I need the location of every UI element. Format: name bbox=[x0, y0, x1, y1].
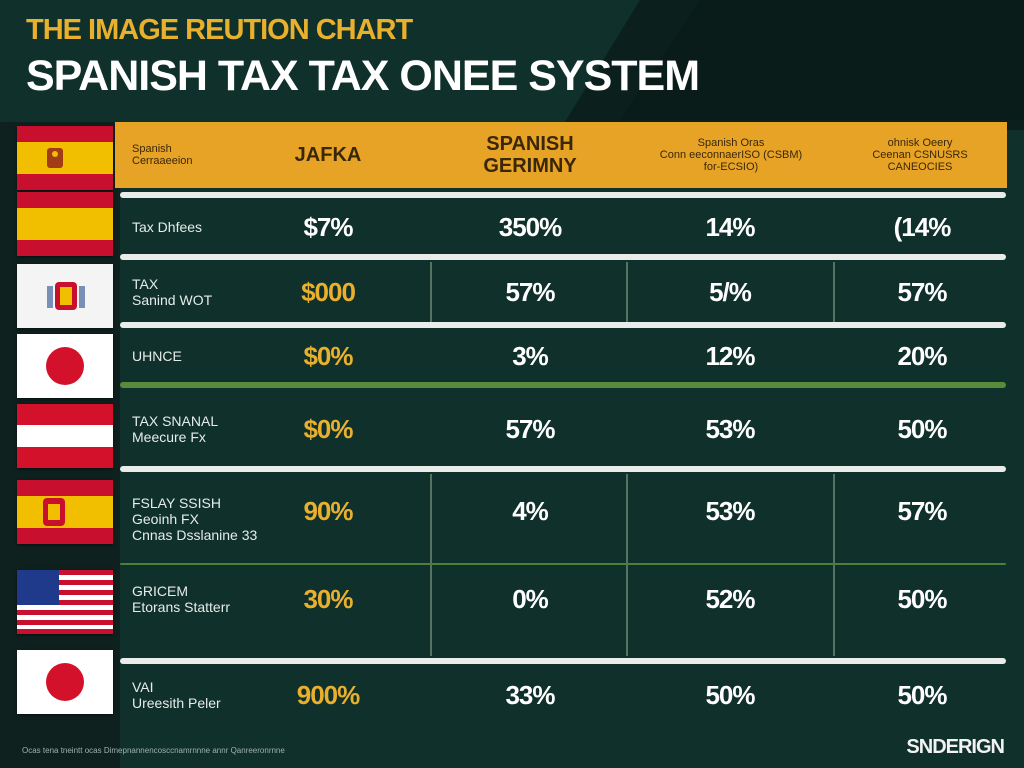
footnote: Ocas tena tneintt ocas Dimepnannencosccn… bbox=[22, 746, 285, 755]
japan-flag-icon-bottom bbox=[17, 650, 113, 714]
row-label: VAI Ureesith Peler bbox=[132, 668, 282, 722]
row-label: Tax Dhfees bbox=[132, 200, 282, 254]
column-line bbox=[430, 262, 432, 322]
table-cell: $7% bbox=[303, 211, 353, 242]
column-header-5-line-2: Ceenan CSNUSRS bbox=[872, 148, 968, 161]
table-cell: 50% bbox=[897, 583, 947, 614]
table-cell: 57% bbox=[897, 276, 947, 307]
row-label-line: Ureesith Peler bbox=[132, 695, 221, 711]
table-cell: 33% bbox=[505, 679, 555, 710]
column-line bbox=[430, 474, 432, 656]
table-cell: 57% bbox=[505, 276, 555, 307]
row-divider bbox=[120, 192, 1006, 198]
spain-crest-icon bbox=[17, 126, 113, 190]
row-label-line: Meecure Fx bbox=[132, 429, 206, 445]
column-line bbox=[833, 474, 835, 656]
table-cell: 350% bbox=[498, 211, 563, 242]
row-divider bbox=[120, 254, 1006, 260]
column-header-1-line-1: Spanish bbox=[132, 142, 172, 155]
table-cell: (14% bbox=[893, 211, 952, 242]
table-cell: 12% bbox=[705, 340, 755, 371]
column-header-5-line-1: ohnisk Oeery bbox=[887, 136, 953, 149]
usa-flag-icon bbox=[17, 570, 113, 634]
japan-flag-icon bbox=[17, 334, 113, 398]
brand-logo: SNDERIGN bbox=[906, 736, 1005, 758]
column-header-5: ohnisk Oeery Ceenan CSNUSRS CANEOCIES bbox=[840, 122, 1000, 188]
table-cell: 900% bbox=[296, 679, 361, 710]
spain-coat-flag-icon bbox=[17, 480, 113, 544]
table-cell: 53% bbox=[705, 413, 755, 444]
row-label-line: GRICEM bbox=[132, 582, 188, 599]
column-header-4-line-3: for-ECSIO) bbox=[703, 161, 759, 174]
table-cell: 14% bbox=[705, 211, 755, 242]
table-cell: 50% bbox=[897, 413, 947, 444]
table-cell: 57% bbox=[897, 495, 947, 526]
row-divider bbox=[120, 322, 1006, 328]
column-header-3-line-2: GERIMNY bbox=[483, 155, 577, 177]
column-line bbox=[626, 262, 628, 322]
table-header bbox=[115, 122, 1007, 188]
row-divider bbox=[120, 466, 1006, 472]
austria-flag-icon bbox=[17, 404, 113, 468]
table-cell: 4% bbox=[512, 495, 549, 526]
spain-flag-icon bbox=[17, 192, 113, 256]
column-header-4-line-2: Conn eeconnaerISO (CSBM) bbox=[659, 148, 803, 161]
row-label-line: Tax Dhfees bbox=[132, 218, 203, 235]
table-cell: 20% bbox=[897, 340, 947, 371]
row-label-line: VAI bbox=[132, 678, 154, 695]
chart-title: SPANISH TAX TAX ONEE SYSTEM bbox=[26, 52, 700, 100]
row-label-line: Geoinh FX bbox=[132, 510, 199, 527]
row-label-line: UHNCE bbox=[132, 347, 182, 364]
table-cell: 50% bbox=[705, 679, 755, 710]
row-label: TAX Sanind WOT bbox=[132, 262, 282, 322]
row-label: GRICEM Etorans Statterr bbox=[132, 570, 282, 628]
row-divider-green bbox=[120, 382, 1006, 388]
column-header-2-line-1: JAFKA bbox=[294, 144, 362, 166]
column-header-1-line-2: Cerraaeeion bbox=[132, 155, 193, 167]
row-label: UHNCE bbox=[132, 330, 282, 382]
table-cell: 5/% bbox=[709, 276, 752, 307]
row-label: FSLAY SSISH Geoinh FX Cnnas Dsslanine 33 bbox=[132, 476, 282, 562]
table-cell: 0% bbox=[512, 583, 549, 614]
row-label-line: TAX bbox=[132, 275, 159, 292]
spain-crest-flag-icon bbox=[17, 264, 113, 328]
row-label-line: Etorans Statterr bbox=[132, 599, 231, 615]
column-header-2: JAFKA bbox=[258, 122, 398, 188]
table-cell: 50% bbox=[897, 679, 947, 710]
column-header-3: SPANISH GERIMNY bbox=[460, 122, 600, 188]
column-line bbox=[626, 474, 628, 656]
row-divider bbox=[120, 658, 1006, 664]
table-cell: 90% bbox=[303, 495, 353, 526]
table-cell: $0% bbox=[303, 340, 353, 371]
table-cell: 3% bbox=[512, 340, 549, 371]
row-label-line: FSLAY SSISH bbox=[132, 494, 221, 511]
row-label-line: Cnnas Dsslanine 33 bbox=[132, 527, 258, 544]
column-header-4: Spanish Oras Conn eeconnaerISO (CSBM) fo… bbox=[626, 122, 836, 188]
table-cell: 52% bbox=[705, 583, 755, 614]
column-header-3-line-1: SPANISH bbox=[486, 133, 574, 155]
row-label-line: TAX SNANAL bbox=[132, 412, 219, 429]
table-cell: $000 bbox=[301, 276, 356, 307]
column-header-1: Spanish Cerraaeeion bbox=[132, 122, 282, 188]
row-label: TAX SNANAL Meecure Fx bbox=[132, 392, 282, 466]
table-cell: $0% bbox=[303, 413, 353, 444]
table-cell: 57% bbox=[505, 413, 555, 444]
column-header-4-line-1: Spanish Oras bbox=[697, 136, 765, 149]
row-label-line: Sanind WOT bbox=[132, 292, 213, 308]
table-cell: 53% bbox=[705, 495, 755, 526]
column-header-5-line-3: CANEOCIES bbox=[887, 161, 953, 174]
table-cell: 30% bbox=[303, 583, 353, 614]
chart-kicker: THE IMAGE REUTION CHART bbox=[26, 14, 413, 46]
row-divider-thin bbox=[120, 563, 1006, 565]
column-line bbox=[833, 262, 835, 322]
